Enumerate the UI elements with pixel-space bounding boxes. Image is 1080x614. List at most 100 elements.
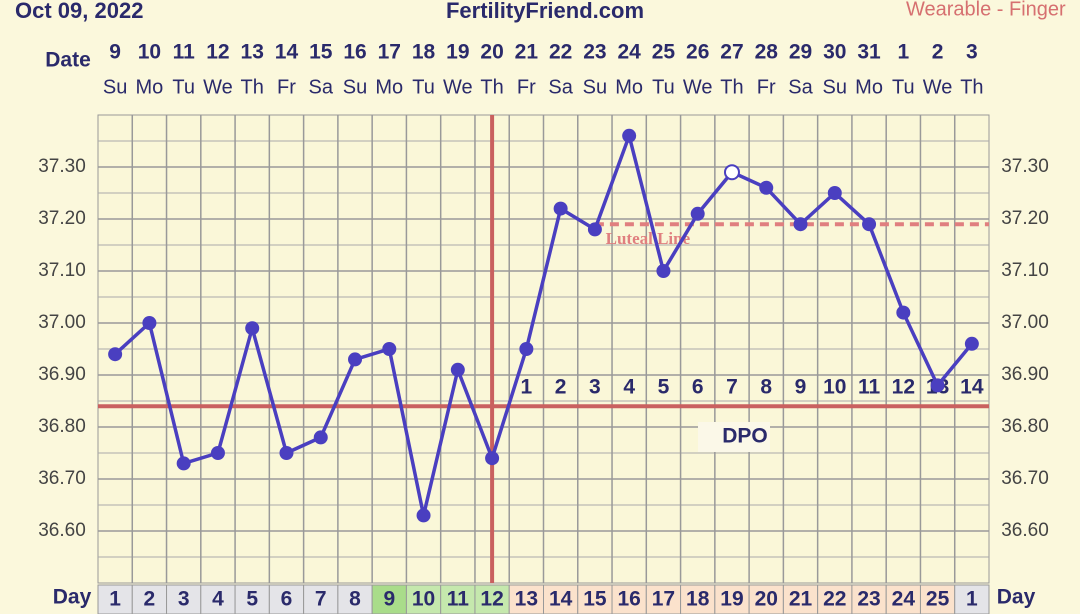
temperature-point [313, 430, 328, 445]
cycle-day: 17 [652, 588, 675, 611]
cycle-day: 19 [720, 588, 743, 611]
date-label: 13 [241, 41, 264, 64]
cycle-day: 4 [212, 588, 224, 611]
y-tick-label-right: 37.20 [1001, 208, 1049, 229]
weekday-label: Tu [412, 76, 435, 98]
day-cell [748, 584, 784, 614]
date-label: 17 [378, 41, 401, 64]
temperature-point [176, 456, 191, 471]
day-cell [268, 584, 305, 614]
day-label-right: Day [997, 586, 1036, 609]
date-label: 23 [583, 41, 606, 64]
date-label: 24 [617, 41, 641, 64]
weekday-label: Th [480, 76, 503, 98]
dpo-number: 3 [589, 376, 601, 399]
cycle-day: 12 [480, 588, 503, 611]
weekday-label: Su [823, 76, 847, 98]
cycle-day: 9 [383, 588, 395, 611]
chart-date: Oct 09, 2022 [15, 0, 143, 23]
day-cell [645, 584, 682, 614]
temperature-point [348, 352, 363, 367]
temperature-point [553, 201, 568, 216]
temperature-point [759, 180, 774, 195]
date-label: 21 [515, 41, 539, 64]
date-label: 12 [206, 41, 229, 64]
temperature-point [210, 446, 225, 460]
temperature-point [519, 342, 534, 356]
dpo-number: 1 [521, 376, 533, 399]
date-label: 29 [789, 41, 812, 64]
day-cell [474, 584, 510, 614]
date-label: 9 [109, 41, 121, 64]
temperature-point [862, 217, 877, 232]
day-label: Day [53, 586, 92, 609]
y-tick-label-right: 36.60 [1001, 520, 1049, 541]
weekday-label: Tu [172, 76, 195, 98]
dpo-number: 2 [555, 376, 567, 399]
weekday-label: Sa [309, 76, 334, 98]
y-tick-label: 37.20 [38, 208, 86, 229]
day-cell [508, 584, 545, 614]
dpo-number: 11 [858, 376, 881, 399]
weekday-label: Sa [788, 76, 813, 98]
y-tick-label: 36.80 [38, 416, 86, 437]
temperature-line [113, 129, 974, 516]
date-label: 25 [652, 41, 676, 64]
temperature-point [450, 362, 465, 377]
day-cell [131, 584, 168, 614]
y-tick-label-right: 36.80 [1001, 416, 1049, 437]
y-tick-label-right: 36.90 [1001, 364, 1049, 385]
weekday-label: Th [241, 76, 264, 98]
temperature-point [896, 305, 911, 320]
temperature-point [690, 206, 705, 221]
dpo-number: 12 [892, 376, 915, 399]
date-label: 30 [823, 41, 846, 64]
date-label: 28 [755, 41, 779, 64]
temperature-point [622, 128, 637, 143]
day-cell [337, 584, 373, 614]
dpo-label: DPO [722, 425, 768, 448]
weekday-label: Mo [855, 76, 883, 98]
date-label: 14 [275, 41, 299, 64]
temperature-point [793, 217, 808, 232]
weekday-label: Tu [892, 76, 915, 98]
cycle-day: 11 [447, 588, 470, 611]
weekday-label: We [203, 76, 233, 98]
weekday-label: We [683, 76, 713, 98]
date-label: 31 [857, 41, 881, 64]
cycle-day: 1 [966, 588, 978, 611]
cycle-day: 7 [315, 588, 327, 611]
weekday-label: Fr [757, 76, 776, 98]
dpo-number: 7 [726, 376, 738, 399]
dpo-number: 5 [658, 376, 670, 399]
day-cell [782, 584, 819, 614]
temperature-point [279, 446, 294, 460]
date-label: 1 [897, 41, 909, 64]
dpo-number: 14 [960, 376, 984, 399]
y-tick-label-right: 36.70 [1001, 468, 1049, 489]
weekday-label: Tu [652, 76, 675, 98]
weekday-label: Mo [615, 76, 643, 98]
date-label: 27 [720, 41, 743, 64]
temperature-point [416, 508, 431, 523]
temperature-point [142, 316, 157, 330]
weekday-label: Su [103, 76, 127, 98]
temperature-point [930, 378, 945, 393]
dpo-number: 9 [795, 376, 807, 399]
temperature-point [108, 347, 123, 362]
temperature-point [587, 222, 602, 237]
temperature-point [485, 451, 500, 466]
dpo-number: 10 [823, 376, 846, 399]
day-cell [371, 584, 407, 614]
date-label: 2 [932, 41, 944, 64]
temperature-point [827, 186, 842, 200]
y-tick-label: 36.90 [38, 364, 86, 385]
y-tick-label-right: 37.10 [1001, 260, 1049, 281]
date-label: 3 [966, 41, 978, 64]
cycle-day: 24 [892, 588, 916, 611]
date-label: 10 [138, 41, 161, 64]
cycle-day: 16 [617, 588, 640, 611]
weekday-label: Th [720, 76, 743, 98]
cycle-day: 5 [246, 588, 258, 611]
